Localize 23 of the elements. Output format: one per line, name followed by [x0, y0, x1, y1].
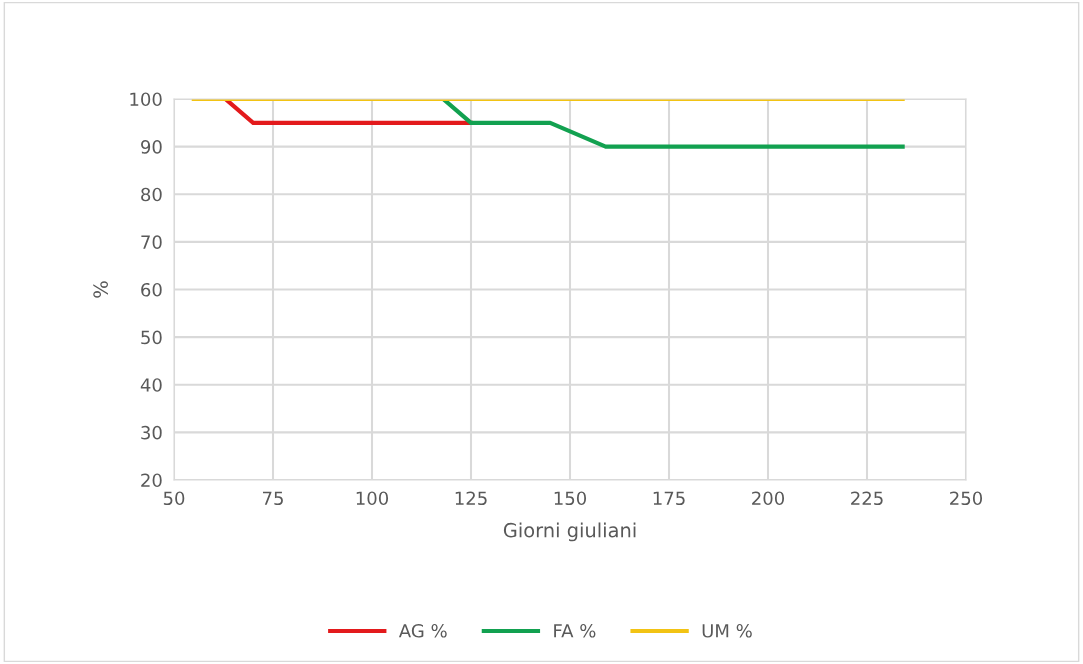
- x-tick-label: 250: [950, 491, 983, 506]
- y-tick-label: 20: [141, 473, 162, 488]
- x-tick-label: 175: [653, 491, 685, 506]
- x-tick-label: 50: [163, 491, 185, 506]
- y-tick-label: 90: [141, 140, 162, 154]
- y-tick-label: 50: [141, 330, 162, 345]
- y-tick-label: 80: [141, 187, 162, 202]
- x-tick-label: 125: [455, 491, 487, 506]
- x-tick-label: 150: [554, 491, 587, 506]
- x-tick-label: 100: [356, 491, 389, 506]
- x-tick-label: 225: [851, 491, 883, 506]
- legend-label: UM %: [702, 623, 752, 638]
- y-tick-label: 30: [141, 425, 162, 440]
- y-tick-label: 60: [141, 282, 162, 297]
- x-tick-label: 75: [262, 491, 283, 506]
- y-tick-label: 40: [140, 378, 162, 392]
- y-tick-label: 70: [141, 235, 162, 249]
- x-axis-title: Giorni giuliani: [503, 522, 636, 542]
- y-tick-label: 100: [130, 92, 162, 107]
- x-tick-label: 200: [752, 491, 785, 506]
- legend-label: FA %: [554, 623, 596, 638]
- legend-label: AG %: [398, 623, 447, 638]
- y-axis-title: %: [93, 281, 108, 298]
